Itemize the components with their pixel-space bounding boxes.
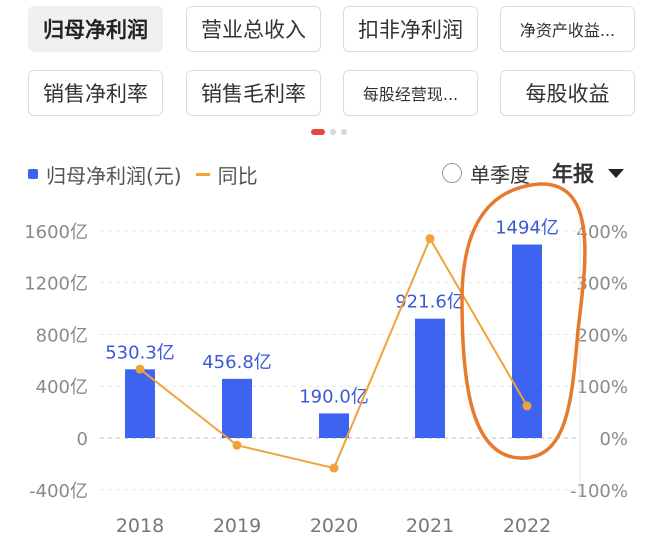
bar-value-label: 456.8亿 [202,352,272,373]
y-left-tick-label: 1600亿 [24,222,88,243]
yoy-point [329,463,339,473]
bar [125,369,155,438]
metric-tab[interactable]: 营业总收入 [186,6,321,52]
metric-tab[interactable]: 每股经营现... [343,70,478,116]
chart-legend: 归母净利润(元) 同比 [28,160,258,188]
chevron-down-icon[interactable] [608,168,624,178]
metric-tab[interactable]: 销售净利率 [28,70,163,116]
y-right-tick-label: 400% [577,222,628,243]
bar-value-label: 190.0亿 [299,386,369,407]
x-tick-label: 2021 [406,515,454,537]
y-right-tick-label: 100% [577,377,628,398]
bar [319,413,349,438]
metric-tab[interactable]: 扣非净利润 [343,6,478,52]
yoy-point [522,401,532,411]
y-right-tick-label: 300% [577,274,628,295]
metric-tab-grid: 归母净利润 营业总收入 扣非净利润 净资产收益... 销售净利率 销售毛利率 每股经营现..… [0,0,660,130]
annotation-ellipse [460,182,587,460]
bar-value-label: 921.6亿 [395,292,465,313]
x-tick-label: 2022 [503,515,551,537]
metric-tab[interactable]: 净资产收益... [500,6,635,52]
x-tick-label: 2018 [116,515,164,537]
bar-series-legend-marker [28,169,38,179]
yoy-point [425,234,435,244]
y-left-tick-label: 400亿 [36,377,88,398]
chart-controls: 单季度 年报 [442,158,624,188]
bar [222,378,252,438]
x-tick-label: 2020 [310,515,358,537]
metric-tab[interactable]: 销售毛利率 [186,70,321,116]
bar-series-legend-label: 归母净利润(元) [46,163,182,188]
quarterly-radio-label[interactable]: 单季度 [470,162,530,187]
line-series-legend-marker [195,172,210,176]
yoy-point [232,440,242,450]
y-right-tick-label: 0% [599,429,628,450]
bar-value-label: 530.3亿 [105,342,175,363]
line-series-legend-label: 同比 [217,163,258,188]
quarterly-radio-icon[interactable] [442,163,462,183]
bar-value-label: 1494亿 [495,218,559,239]
pagination-dots [311,128,347,136]
yoy-point [135,364,145,374]
metric-tab[interactable]: 归母净利润 [28,6,163,52]
y-left-tick-label: 1200亿 [24,274,88,295]
page-dot[interactable] [341,129,347,135]
metric-tab[interactable]: 每股收益 [500,70,635,116]
y-left-tick-label: 0 [77,429,88,450]
x-tick-label: 2019 [213,515,261,537]
period-select-label[interactable]: 年报 [552,162,594,186]
y-left-tick-label: -400亿 [29,481,88,502]
y-right-tick-label: -100% [570,481,628,502]
page-dot[interactable] [330,129,336,135]
y-left-tick-label: 800亿 [36,325,88,346]
bar [415,318,445,438]
page-dot-active[interactable] [311,129,325,135]
y-right-tick-label: 200% [577,325,628,346]
